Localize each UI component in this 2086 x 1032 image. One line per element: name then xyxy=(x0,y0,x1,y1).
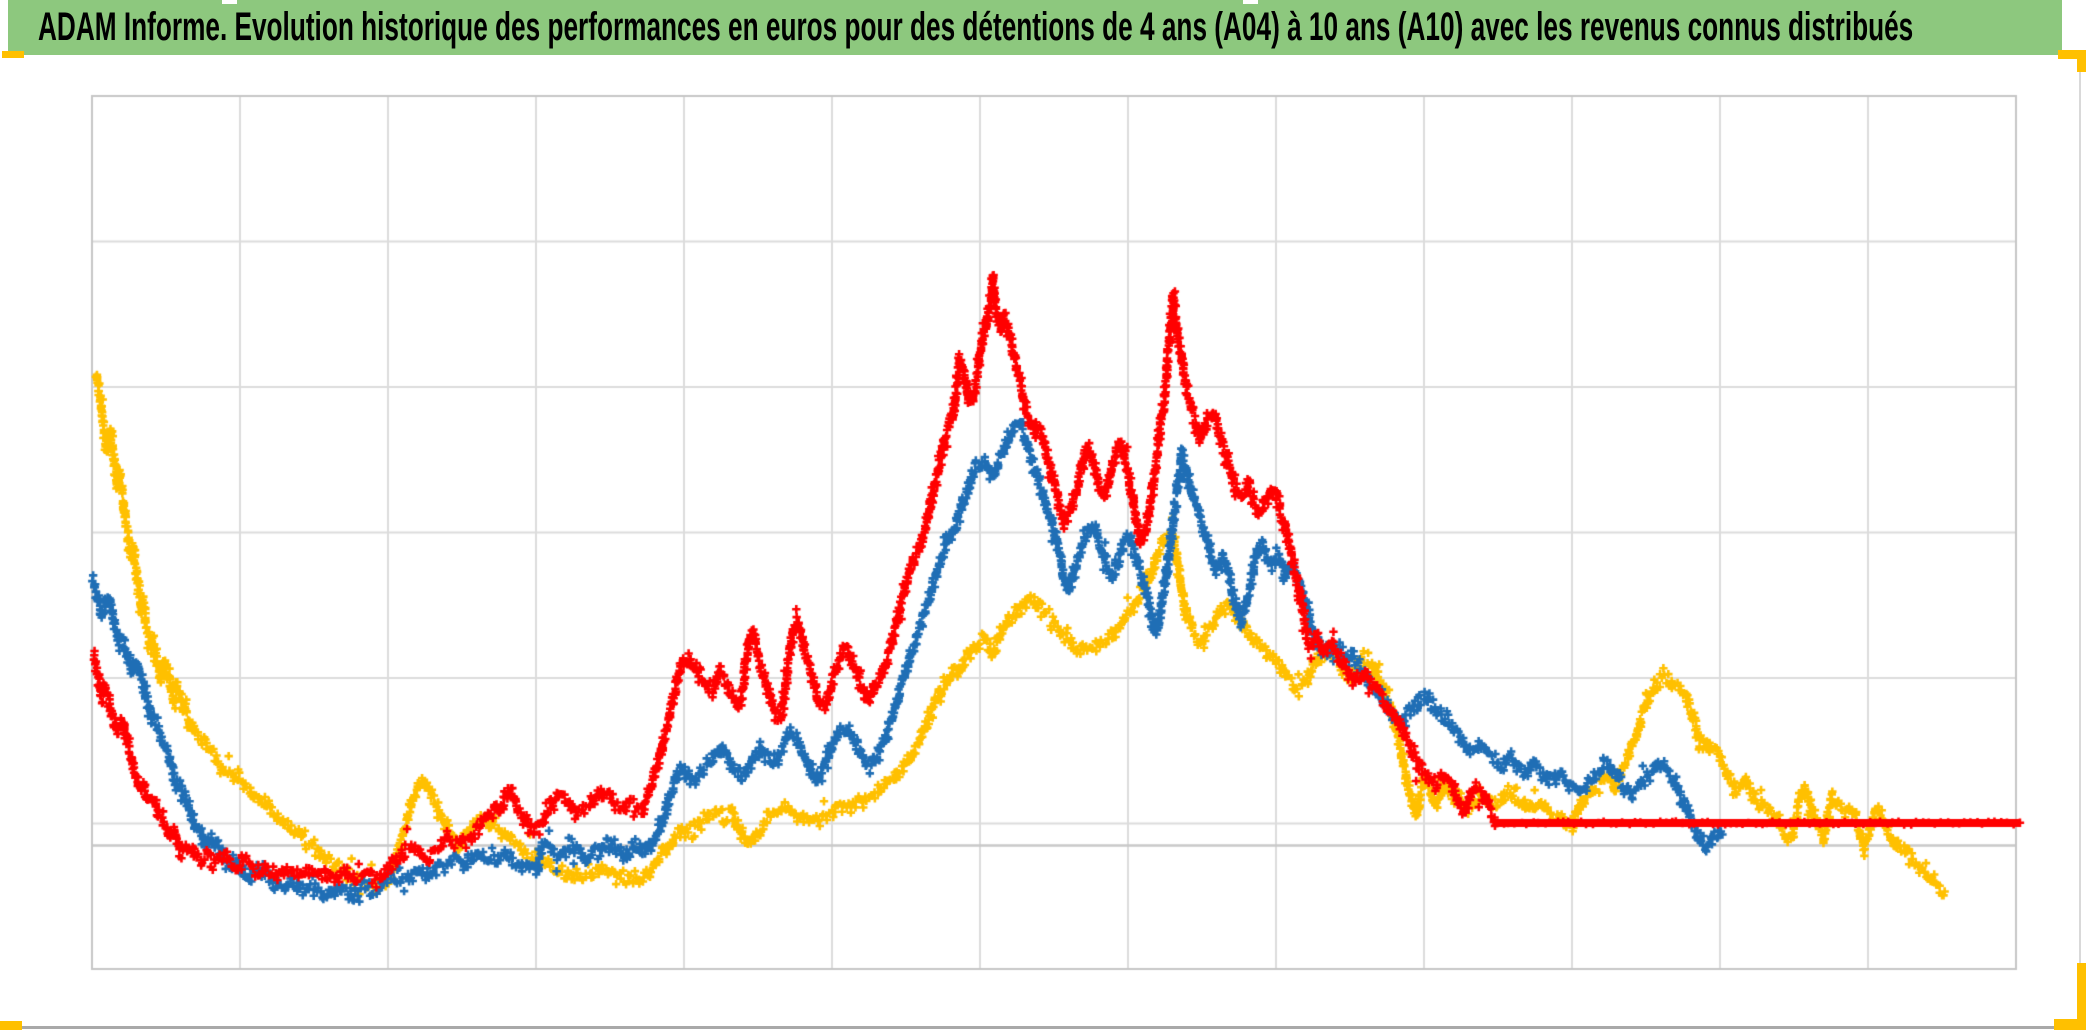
range-corner-top-right-mark xyxy=(2077,50,2086,72)
range-corner-bottom-right-mark xyxy=(2054,1019,2086,1030)
title-bar: ADAM Informe. Evolution historique des p… xyxy=(8,0,2062,55)
column-boundary-notch xyxy=(1243,0,1258,4)
sheet-row-divider xyxy=(0,1026,2086,1029)
range-corner-top-left-mark xyxy=(2,51,24,58)
sheet-column-divider xyxy=(2079,57,2081,1023)
range-corner-bottom-right-mark xyxy=(2077,963,2086,1023)
column-boundary-notch xyxy=(222,0,237,4)
performance-chart-canvas xyxy=(0,55,2086,1032)
range-corner-bottom-left-mark xyxy=(0,1021,22,1030)
range-corner-top-right-mark xyxy=(2058,50,2086,59)
page-title: ADAM Informe. Evolution historique des p… xyxy=(38,5,1914,49)
performance-chart-object[interactable] xyxy=(0,55,2086,1032)
